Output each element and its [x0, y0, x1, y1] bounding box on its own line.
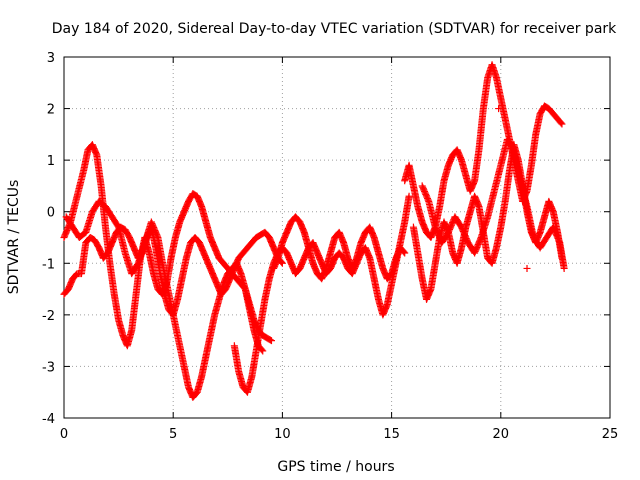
chart-title: Day 184 of 2020, Sidereal Day-to-day VTE… [52, 21, 617, 37]
data-point [266, 336, 274, 344]
x-tick-label: 15 [383, 427, 400, 442]
data-point [400, 248, 408, 256]
y-tick-label: -2 [42, 309, 55, 324]
y-tick-label: -4 [42, 412, 55, 427]
data-point [557, 119, 565, 127]
data-point [558, 120, 566, 128]
x-tick-label: 20 [493, 427, 510, 442]
data-point [523, 264, 531, 272]
y-tick-label: 3 [47, 51, 55, 66]
data-points [60, 61, 568, 401]
tick-labels: 0 5 10 15 20 25 -4 -3 -2 -1 0 1 2 3 [42, 51, 618, 442]
y-tick-label: 0 [47, 206, 55, 221]
x-axis-label: GPS time / hours [277, 459, 394, 475]
x-tick-label: 0 [60, 427, 68, 442]
x-tick-label: 10 [274, 427, 291, 442]
data-point [267, 337, 275, 345]
y-tick-label: 1 [47, 154, 55, 169]
data-point [401, 249, 409, 257]
data-point [405, 192, 413, 200]
x-tick-label: 5 [169, 427, 177, 442]
data-point [519, 182, 527, 190]
data-point [278, 259, 286, 267]
y-tick-label: 2 [47, 103, 55, 118]
data-point [259, 347, 267, 355]
x-tick-label: 25 [602, 427, 619, 442]
data-point [495, 105, 503, 113]
y-tick-label: -3 [42, 360, 55, 375]
data-point [560, 264, 568, 272]
y-axis-label: SDTVAR / TECUs [6, 180, 22, 295]
y-tick-label: -1 [42, 257, 55, 272]
